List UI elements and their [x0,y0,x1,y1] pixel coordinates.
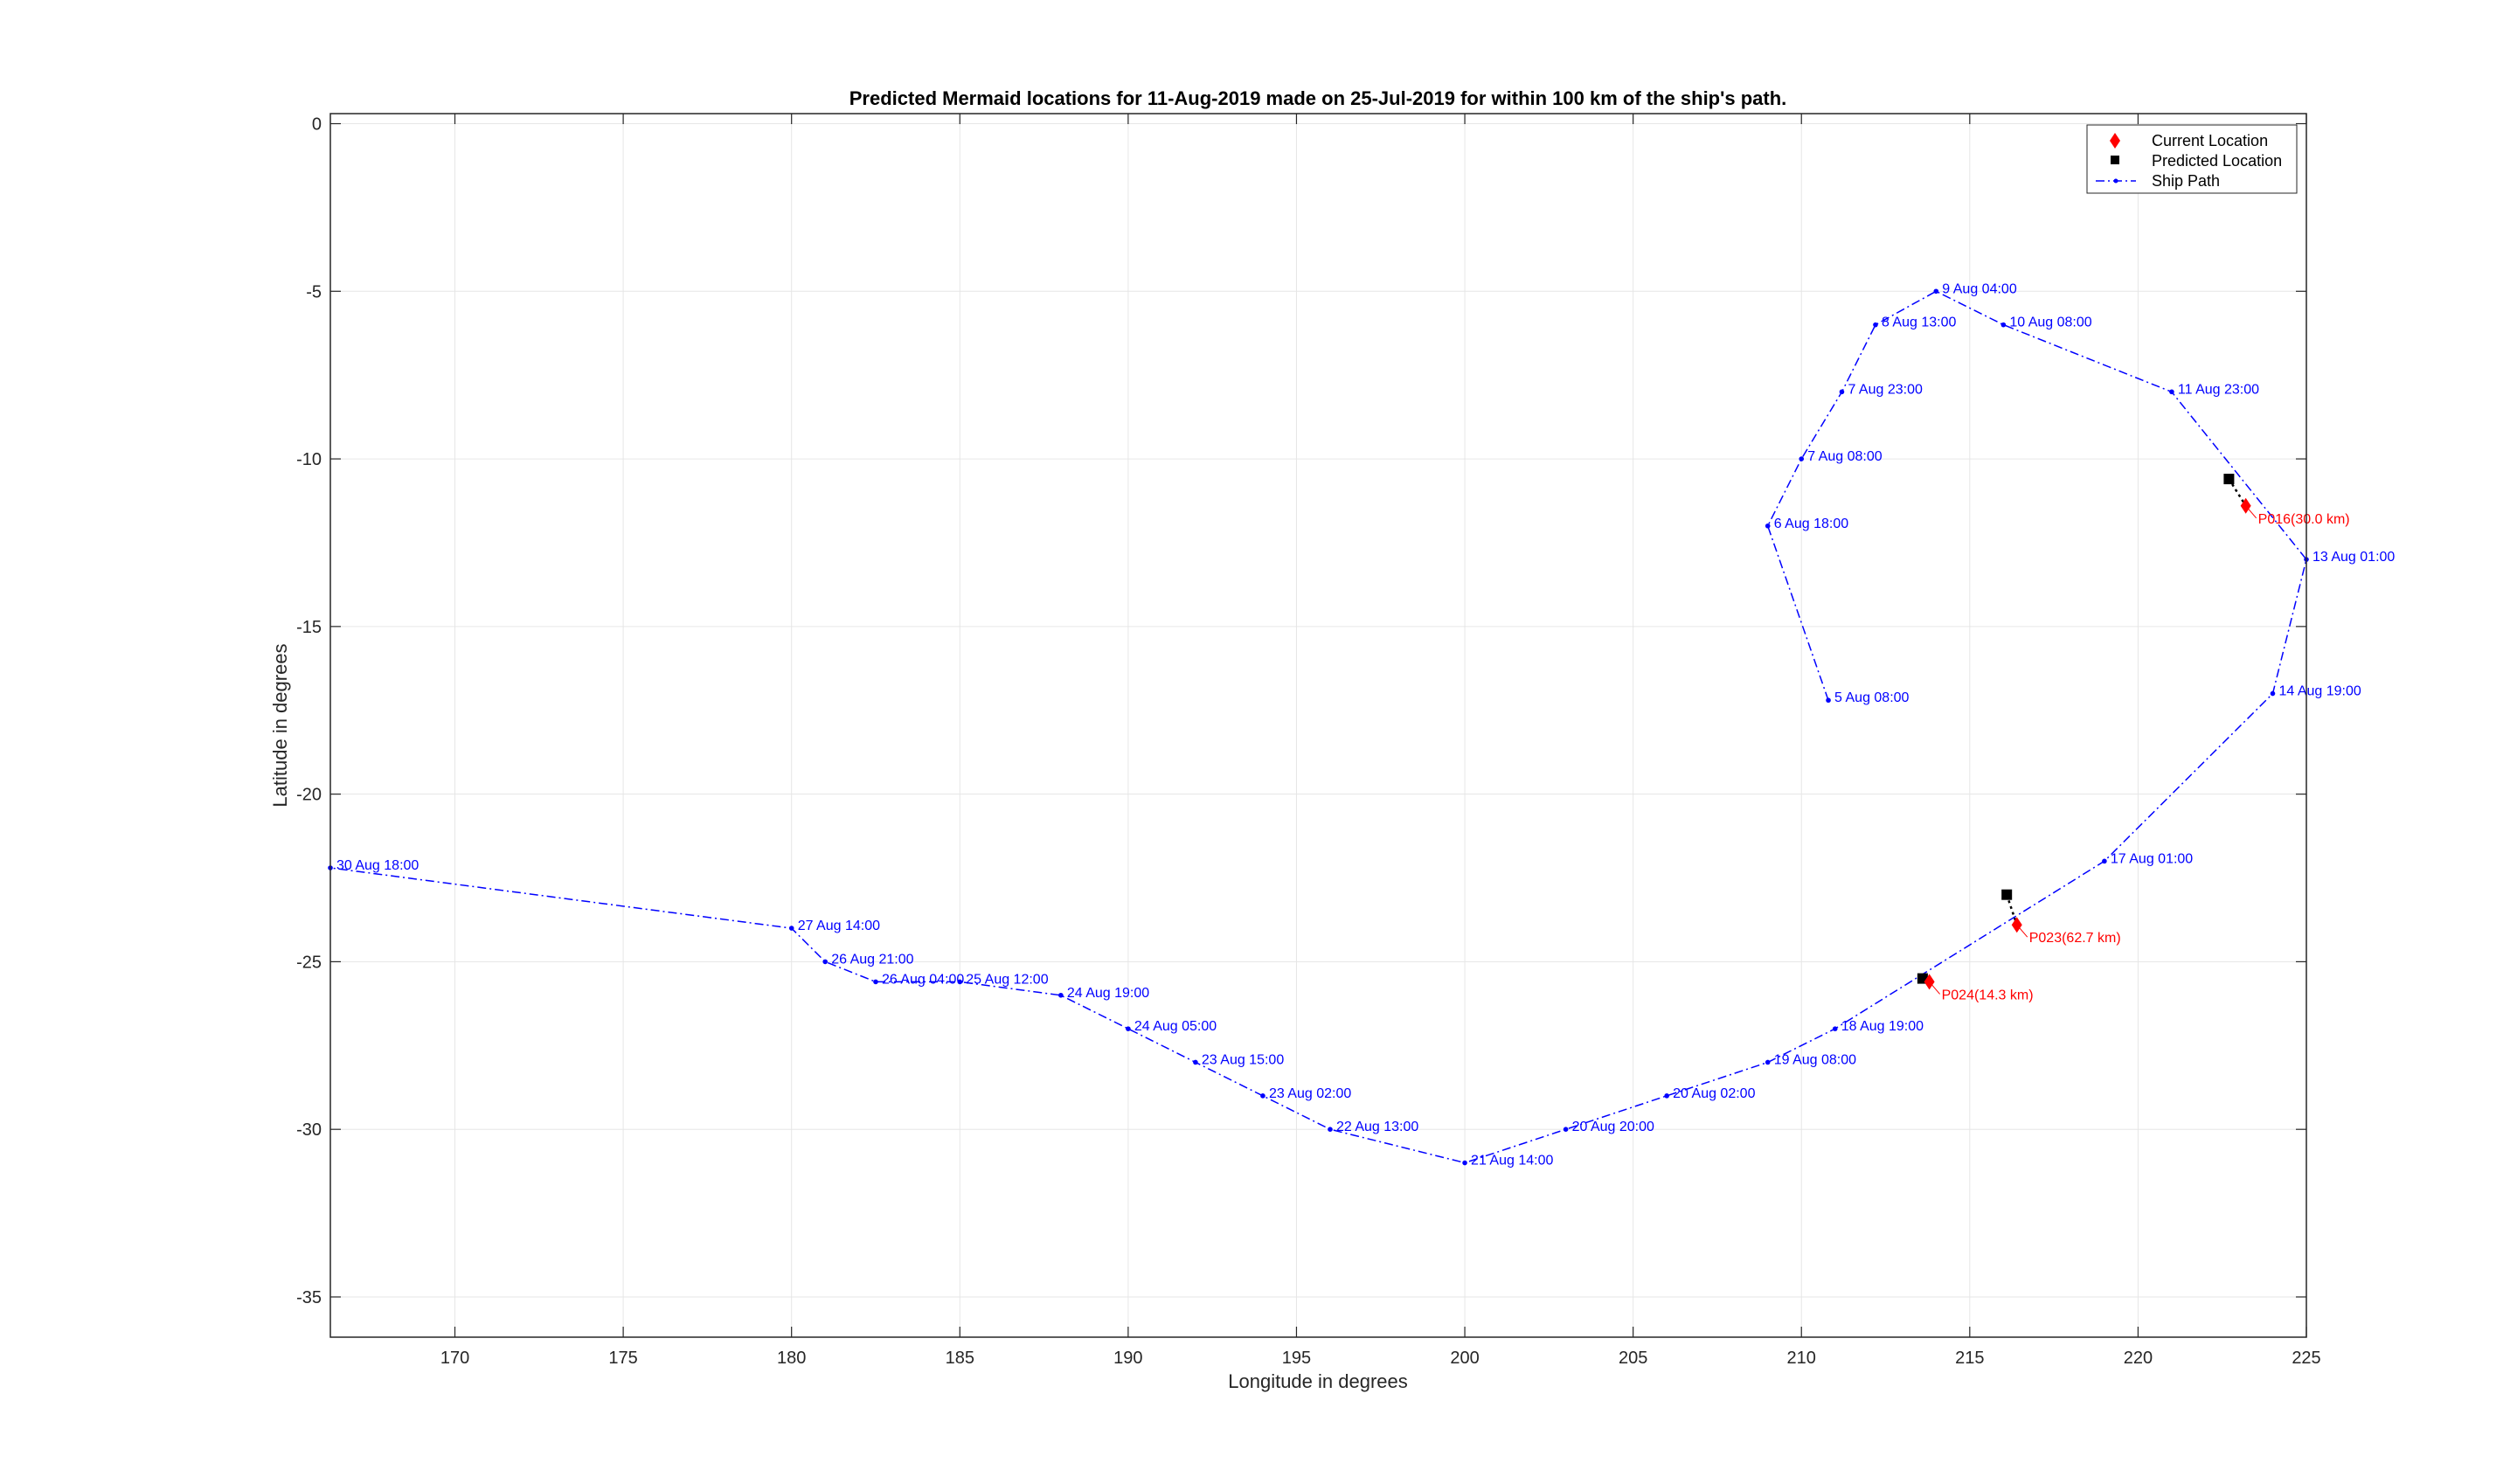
ship-path-point [1193,1059,1198,1065]
float-label: P016(30.0 km) [2258,512,2350,527]
x-tick-label: 225 [2292,1349,2320,1368]
x-tick-label: 170 [440,1349,469,1368]
predicted-location-marker [2223,474,2235,485]
plot-background [330,114,2306,1337]
ship-path-point [2169,389,2174,395]
legend-predicted-label: Predicted Location [2152,152,2282,170]
predicted-location-marker [2001,889,2013,900]
ship-path-label: 20 Aug 02:00 [1673,1086,1755,1101]
legend-predicted-marker [2111,156,2119,164]
y-tick-label: -15 [296,618,322,637]
x-tick-label: 185 [946,1349,974,1368]
ship-path-point [1765,1059,1771,1065]
ship-path-point [1664,1093,1669,1099]
ship-path-point [1765,523,1771,529]
x-tick-label: 205 [1619,1349,1647,1368]
y-axis-title: Latitude in degrees [269,643,291,807]
ship-path-point [1832,1026,1838,1031]
ship-path-label: 9 Aug 04:00 [1942,281,2017,296]
x-tick-label: 210 [1787,1349,1816,1368]
ship-path-label: 10 Aug 08:00 [2009,316,2091,330]
ship-path-line [329,290,2307,1164]
ship-path-series: 5 Aug 08:00 6 Aug 18:00 7 Aug 08:00 7 Aug 2… [328,281,2395,1168]
legend-ship-path-label: Ship Path [2152,172,2220,190]
ship-path-point [2102,858,2107,864]
ship-path-label: 24 Aug 05:00 [1134,1019,1217,1034]
ship-path-label: 17 Aug 01:00 [2111,851,2193,866]
ship-path-label: 30 Aug 18:00 [336,858,419,873]
ship-path-label: 8 Aug 13:00 [1882,316,1957,330]
x-tick-label: 175 [608,1349,637,1368]
ship-path-label: 14 Aug 19:00 [2278,684,2361,699]
ship-path-point [1873,322,1878,328]
y-tick-label: -30 [296,1120,322,1140]
ship-path-point [1563,1127,1569,1132]
x-tick-label: 215 [1955,1349,1984,1368]
ship-path-label: 7 Aug 08:00 [1807,449,1883,464]
x-tick-label: 200 [1450,1349,1479,1368]
x-tick-label: 220 [2124,1349,2153,1368]
ship-path-label: 21 Aug 14:00 [1471,1154,1553,1168]
ship-path-point [788,926,794,931]
axis-ticks: 170 175 180 185 190 195 200 205 210 215 220 225 0 -5 -… [296,114,2321,1368]
ship-path-label: 27 Aug 14:00 [798,919,880,933]
ship-path-label: 5 Aug 08:00 [1834,690,1910,705]
ship-path-label: 23 Aug 15:00 [1202,1052,1284,1067]
ship-path-point [2270,690,2276,697]
float-label-leader [2016,924,2028,938]
y-tick-label: -25 [296,953,322,972]
ship-path-point [822,959,829,965]
ship-path-point [1799,456,1805,461]
ship-path-label: 18 Aug 19:00 [1841,1019,1924,1034]
float-drift-track [2228,478,2247,507]
float-label-leader [1929,981,1940,995]
y-tick-label: 0 [312,115,322,135]
chart-title: Predicted Mermaid locations for 11-Aug-2… [849,87,1787,109]
ship-path-point [1126,1026,1131,1031]
ship-path-label: 19 Aug 08:00 [1774,1052,1856,1067]
ship-path-label: 25 Aug 12:00 [966,972,1048,987]
y-tick-label: -5 [306,282,322,302]
ship-path-point [1826,697,1831,704]
x-tick-label: 180 [777,1349,806,1368]
ship-path-label: 6 Aug 18:00 [1774,517,1849,531]
legend-box [2086,124,2298,194]
ship-path-label: 24 Aug 19:00 [1067,986,1149,1001]
ship-path-point [957,979,963,985]
ship-path-label: 26 Aug 04:00 [882,972,964,987]
ship-path-point [1839,389,1845,395]
ship-path-label: 26 Aug 21:00 [831,952,913,967]
ship-path-point [2000,322,2007,328]
ship-path-point [1058,992,1064,998]
legend-current-marker [2110,133,2120,149]
ship-path-label: 11 Aug 23:00 [2178,382,2259,397]
ship-path-point [1328,1127,1333,1132]
y-tick-label: -35 [296,1288,322,1307]
float-series: P016(30.0 km) P023(62.7 km) P024(14.3 km) [1917,474,2350,1002]
ship-path-label: 23 Aug 02:00 [1269,1086,1351,1101]
float-label: P024(14.3 km) [1942,988,2034,1002]
ship-path-point [1462,1160,1467,1166]
ship-path-label: 7 Aug 23:00 [1848,382,1923,397]
ship-path-point [1260,1093,1265,1099]
ship-path-label: 20 Aug 20:00 [1572,1120,1654,1134]
float-label-leader [2245,505,2257,519]
y-tick-label: -10 [296,450,322,469]
ship-path-label: 13 Aug 01:00 [2312,550,2395,565]
plot-area-frame [329,113,2307,1338]
float-label: P023(62.7 km) [2029,931,2121,946]
ship-path-label: 22 Aug 13:00 [1336,1120,1418,1134]
legend-ship-path-marker [2113,178,2118,184]
x-axis-title: Longitude in degrees [1228,1370,1408,1392]
x-tick-label: 190 [1113,1349,1142,1368]
x-tick-label: 195 [1282,1349,1311,1368]
ship-path-point [873,979,878,985]
legend-current-label: Current Location [2152,132,2268,149]
y-tick-label: -20 [296,786,322,805]
legend: Current Location Predicted Location Ship… [2086,124,2298,194]
ship-path-point [1933,288,1939,295]
